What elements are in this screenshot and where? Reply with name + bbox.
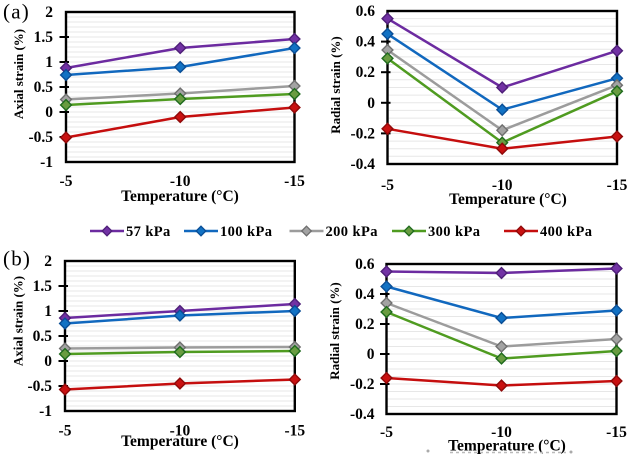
svg-text:2: 2 — [45, 4, 53, 21]
svg-text:-0.5: -0.5 — [27, 378, 52, 395]
svg-text:0.2: 0.2 — [356, 64, 376, 81]
svg-text:(b): (b) — [3, 247, 31, 271]
svg-text:Temperature (°C): Temperature (°C) — [448, 438, 566, 454]
svg-text:300 kPa: 300 kPa — [428, 224, 481, 240]
svg-text:0: 0 — [44, 353, 52, 370]
svg-text:-5: -5 — [380, 424, 393, 441]
svg-text:-10: -10 — [170, 173, 191, 190]
svg-text:Radial strain (%): Radial strain (%) — [327, 282, 342, 380]
svg-text:-0.2: -0.2 — [350, 376, 375, 393]
svg-text:-0.4: -0.4 — [350, 156, 375, 173]
svg-text:0: 0 — [367, 346, 375, 363]
svg-text:0: 0 — [45, 104, 53, 121]
svg-text:200 kPa: 200 kPa — [326, 224, 379, 240]
svg-text:-5: -5 — [60, 173, 73, 190]
svg-text:-15: -15 — [607, 177, 628, 194]
svg-text:0: 0 — [367, 95, 375, 112]
svg-text:-5: -5 — [59, 423, 72, 440]
svg-text:-0.4: -0.4 — [350, 406, 375, 423]
svg-text:-1: -1 — [39, 403, 52, 420]
svg-text:0.4: 0.4 — [355, 286, 375, 303]
svg-text:-15: -15 — [606, 424, 627, 441]
svg-text:-0.2: -0.2 — [350, 125, 375, 142]
svg-text:1: 1 — [45, 54, 53, 71]
svg-text:1.5: 1.5 — [33, 278, 53, 295]
svg-text:100 kPa: 100 kPa — [220, 224, 273, 240]
svg-text:0.5: 0.5 — [34, 79, 54, 96]
svg-text:1.5: 1.5 — [34, 29, 54, 46]
svg-text:2: 2 — [44, 253, 52, 270]
svg-text:-1: -1 — [40, 154, 53, 171]
svg-text:0.2: 0.2 — [355, 316, 375, 333]
svg-text:-10: -10 — [491, 424, 512, 441]
svg-text:0.5: 0.5 — [33, 328, 53, 345]
svg-text:Temperature (°C): Temperature (°C) — [449, 191, 567, 208]
svg-text:-15: -15 — [284, 423, 305, 440]
svg-text:Temperature (°C): Temperature (°C) — [121, 188, 239, 205]
svg-text:Temperature (°C): Temperature (°C) — [121, 433, 239, 450]
svg-text:(a): (a) — [3, 0, 30, 24]
svg-text:1: 1 — [44, 303, 52, 320]
svg-text:400 kPa: 400 kPa — [540, 224, 593, 240]
svg-text:Radial strain (%): Radial strain (%) — [328, 36, 343, 134]
svg-text:-5: -5 — [381, 177, 394, 194]
svg-text:-10: -10 — [492, 177, 513, 194]
svg-text:0.4: 0.4 — [356, 34, 376, 51]
svg-text:-10: -10 — [170, 423, 191, 440]
svg-text:0.6: 0.6 — [355, 256, 375, 273]
svg-text:0.6: 0.6 — [356, 3, 376, 20]
svg-text:57 kPa: 57 kPa — [126, 224, 171, 240]
svg-text:-0.5: -0.5 — [28, 129, 53, 146]
svg-text:Axial strain (%): Axial strain (%) — [11, 29, 26, 119]
svg-text:-15: -15 — [284, 173, 305, 190]
svg-text:Axial strain (%): Axial strain (%) — [11, 276, 26, 366]
